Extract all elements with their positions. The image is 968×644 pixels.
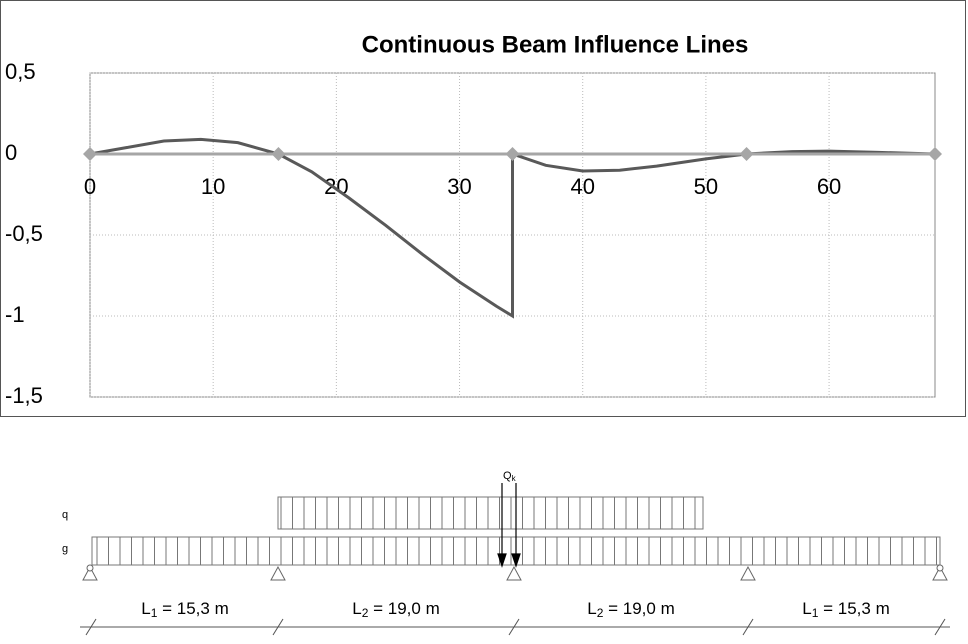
text: = 15,3 m bbox=[157, 599, 228, 618]
marker bbox=[83, 147, 97, 161]
x-tick-label: 40 bbox=[570, 174, 594, 199]
sub: k bbox=[512, 474, 517, 483]
marker bbox=[271, 147, 286, 161]
y-tick-label: 0,5 bbox=[5, 59, 36, 84]
x-tick-label: 60 bbox=[817, 174, 841, 199]
marker bbox=[505, 147, 520, 161]
x-tick-label: 30 bbox=[447, 174, 471, 199]
span-label: L2 = 19,0 m bbox=[587, 599, 675, 620]
y-tick-label: -1,5 bbox=[5, 383, 43, 408]
beam-diagram: q g Qk L1 = 15,3 m L2 = 19,0 m L2 = 19,0… bbox=[62, 470, 950, 636]
x-tick-label: 0 bbox=[84, 174, 96, 199]
label-q: q bbox=[62, 509, 68, 521]
chart-title: Continuous Beam Influence Lines bbox=[362, 31, 749, 58]
label-qk: Qk bbox=[503, 470, 517, 483]
symbol: L bbox=[802, 599, 811, 618]
y-tick-label: -1 bbox=[5, 302, 25, 327]
text: = 15,3 m bbox=[818, 599, 889, 618]
span-label: L1 = 15,3 m bbox=[802, 599, 890, 620]
text: = 19,0 m bbox=[368, 599, 439, 618]
symbol: L bbox=[352, 599, 361, 618]
y-tick-label: -0,5 bbox=[5, 221, 43, 246]
x-tick-label: 10 bbox=[201, 174, 225, 199]
marker bbox=[739, 147, 754, 161]
sub: 2 bbox=[362, 606, 369, 620]
marker bbox=[928, 147, 942, 161]
span-label: L1 = 15,3 m bbox=[141, 599, 229, 620]
symbol: L bbox=[141, 599, 150, 618]
load-q bbox=[277, 496, 704, 530]
sub: 2 bbox=[597, 606, 604, 620]
symbol: Q bbox=[503, 470, 512, 482]
sub: 1 bbox=[812, 606, 819, 620]
y-tick-label: 0 bbox=[5, 140, 17, 165]
text: = 19,0 m bbox=[603, 599, 674, 618]
sub: 1 bbox=[151, 606, 158, 620]
symbol: L bbox=[587, 599, 596, 618]
span-label: L2 = 19,0 m bbox=[352, 599, 440, 620]
x-tick-label: 50 bbox=[694, 174, 718, 199]
label-g: g bbox=[62, 543, 68, 555]
